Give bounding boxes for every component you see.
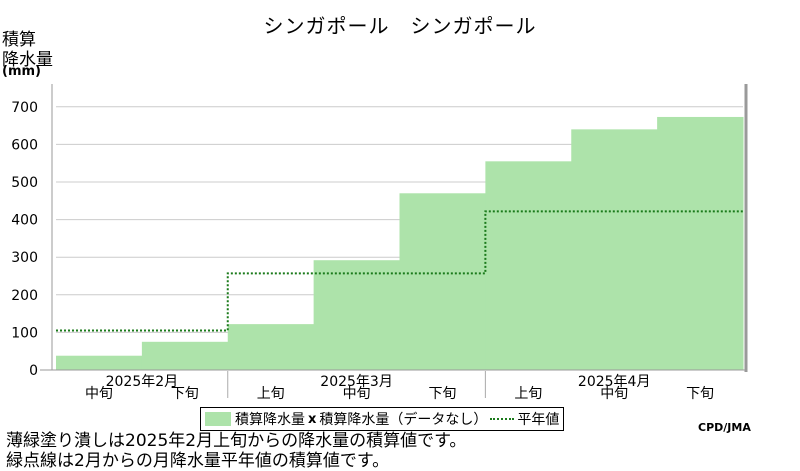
period-label: 中旬: [600, 386, 628, 402]
month-label: 2025年3月: [320, 374, 393, 390]
legend-missing-marker: x: [308, 411, 317, 427]
period-label: 上旬: [514, 386, 542, 402]
legend-normal-label: 平年値: [517, 412, 560, 428]
y-axis-label-line2: 降水量: [2, 50, 53, 70]
month-label: 2025年2月: [106, 374, 179, 390]
precip-bar: [56, 355, 143, 370]
legend-area-swatch: [205, 412, 231, 426]
precip-bar: [227, 324, 315, 370]
y-tick-label: 700: [11, 100, 38, 116]
legend-missing-label: 積算降水量（データなし）: [319, 412, 488, 428]
period-label: 中旬: [343, 386, 371, 402]
y-tick-label: 0: [29, 363, 38, 379]
y-tick-label: 500: [11, 175, 38, 191]
period-label: 下旬: [428, 386, 456, 402]
period-label: 下旬: [686, 386, 714, 402]
legend: 積算降水量 x 積算降水量（データなし） 平年値: [200, 407, 565, 431]
legend-area-label: 積算降水量: [235, 412, 305, 428]
x-axis-band: [56, 371, 743, 401]
normal-line: [56, 210, 743, 332]
note-line1: 薄緑塗り潰しは2025年2月上旬からの降水量の積算値です。: [6, 431, 467, 451]
credit: CPD/JMA: [698, 421, 751, 434]
y-tick-label: 200: [11, 288, 38, 304]
precip-bar: [485, 161, 572, 370]
y-tick-label: 600: [11, 137, 38, 153]
month-label: 2025年4月: [578, 374, 651, 390]
legend-normal-line: [490, 418, 515, 420]
precip-bar: [657, 116, 744, 371]
y-axis-label-line1: 積算: [2, 30, 36, 50]
period-label: 下旬: [171, 386, 199, 402]
period-label: 中旬: [85, 386, 113, 402]
precip-bar: [313, 260, 400, 370]
precip-bar: [571, 129, 658, 370]
period-label: 上旬: [257, 386, 285, 402]
precip-bar: [399, 193, 486, 370]
precip-bar: [141, 341, 229, 370]
y-tick-label: 300: [11, 250, 38, 266]
note-line2: 緑点線は2月からの月降水量平年値の積算値です。: [6, 451, 390, 471]
y-tick-label: 100: [11, 325, 38, 341]
y-tick-label: 400: [11, 213, 38, 229]
y-axis-unit: (mm): [2, 64, 41, 79]
chart-title: シンガポール シンガポール: [263, 14, 537, 38]
